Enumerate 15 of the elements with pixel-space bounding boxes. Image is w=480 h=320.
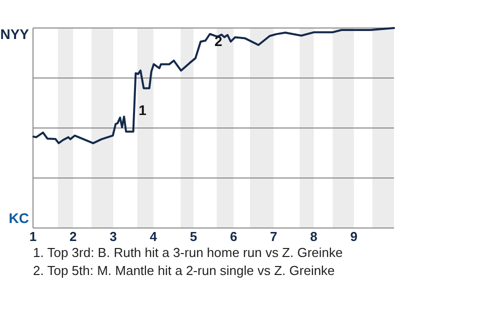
x-tick-label: 3	[110, 229, 117, 244]
annotation: 1	[138, 102, 147, 118]
x-tick-label: 8	[310, 229, 318, 244]
x-tick-label: 9	[350, 229, 358, 244]
x-tick-label: 5	[190, 229, 198, 244]
text: KC	[8, 210, 29, 226]
text: NYY	[0, 26, 30, 42]
x-tick-label: 2	[69, 229, 77, 244]
x-tick-label: 7	[270, 229, 278, 244]
x-tick-label: 1	[29, 229, 37, 244]
x-tick-label: 6	[230, 229, 238, 244]
x-tick-label: 4	[150, 229, 158, 244]
text: 1. Top 3rd: B. Ruth hit a 3-run home run vs Z. Greinke	[33, 245, 343, 260]
annotation: 2	[214, 33, 222, 49]
text: 2. Top 5th: M. Mantle hit a 2-run single vs Z. Greinke	[33, 263, 335, 278]
